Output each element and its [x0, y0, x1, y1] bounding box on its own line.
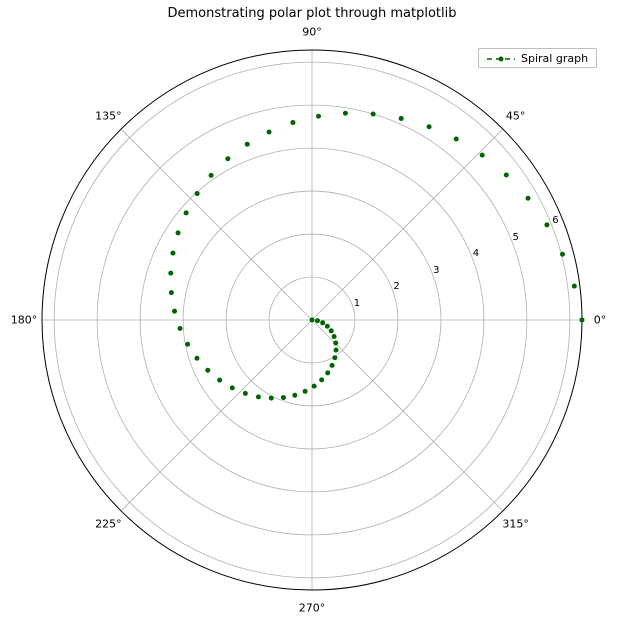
- angle-tick-label: 90°: [302, 26, 322, 39]
- angle-tick-label: 135°: [95, 110, 122, 123]
- polar-chart-figure: { "title": "Demonstrating polar plot thr…: [0, 0, 624, 632]
- angle-tick-label: 180°: [11, 314, 38, 327]
- angle-tick-label: 315°: [502, 517, 529, 530]
- radial-tick-label: 1: [354, 298, 360, 309]
- radial-tick-label: 2: [393, 281, 399, 292]
- radial-tick-label: 5: [513, 232, 519, 243]
- radial-tick-label: 3: [433, 265, 439, 276]
- polar-plot-svg: [0, 0, 624, 632]
- angle-tick-label: 0°: [594, 314, 607, 327]
- angle-tick-label: 45°: [506, 110, 526, 123]
- legend-swatch: [487, 54, 515, 64]
- legend: Spiral graph: [478, 48, 597, 68]
- radial-tick-label: 4: [473, 248, 479, 259]
- legend-label: Spiral graph: [521, 52, 588, 65]
- angle-tick-label: 225°: [95, 517, 122, 530]
- radial-tick-label: 6: [552, 215, 558, 226]
- legend-entry: Spiral graph: [487, 52, 588, 65]
- angle-tick-label: 270°: [299, 602, 326, 615]
